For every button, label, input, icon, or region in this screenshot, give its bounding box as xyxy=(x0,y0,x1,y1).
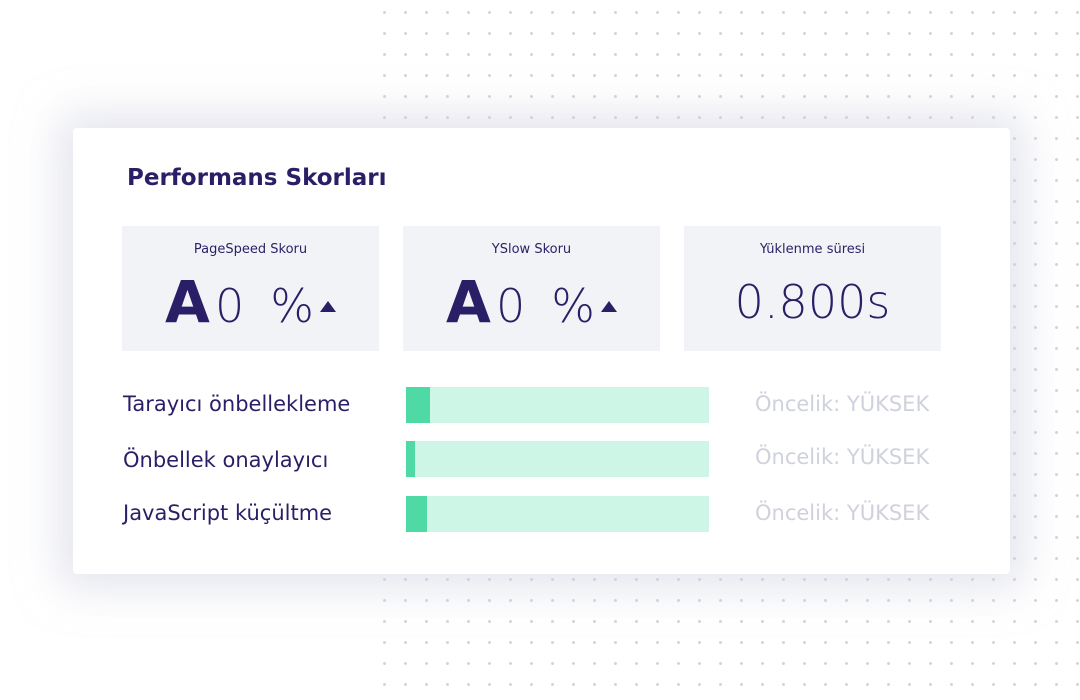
performance-scores-card: Performans Skorları PageSpeed Skoru A0% … xyxy=(73,128,1010,574)
rule-progress-bar-cache-validator xyxy=(406,441,709,477)
yslow-percent: 0 xyxy=(495,279,526,333)
rule-progress-bar-browser-caching xyxy=(406,387,709,423)
pagespeed-percent-sign: % xyxy=(270,279,314,333)
rule-label-cache-validator: Önbellek onaylayıcı xyxy=(123,448,329,472)
rule-label-browser-caching: Tarayıcı önbellekleme xyxy=(123,392,351,416)
rule-priority-js-minify: Öncelik: YÜKSEK xyxy=(755,501,930,525)
pagespeed-score-box: PageSpeed Skoru A0% xyxy=(122,226,379,351)
pagespeed-score-label: PageSpeed Skoru xyxy=(193,242,308,257)
yslow-grade: A xyxy=(446,268,492,336)
rule-label-js-minify: JavaScript küçültme xyxy=(123,501,333,525)
yslow-score-value: A0% xyxy=(403,270,660,334)
yslow-score-label: YSlow Skoru xyxy=(491,242,572,257)
card-title: Performans Skorları xyxy=(127,165,387,191)
rule-progress-fill xyxy=(406,387,431,423)
load-time-value: 0.800s xyxy=(684,270,941,334)
pagespeed-score-value: A0% xyxy=(122,270,379,334)
rule-progress-fill xyxy=(406,441,416,477)
load-time-box: Yüklenme süresi 0.800s xyxy=(684,226,941,351)
load-time-label: Yüklenme süresi xyxy=(759,242,866,257)
yslow-score-box: YSlow Skoru A0% xyxy=(403,226,660,351)
pagespeed-percent: 0 xyxy=(214,279,245,333)
triangle-up-icon xyxy=(600,301,617,312)
load-time-number: 0.800s xyxy=(734,275,891,329)
rule-priority-cache-validator: Öncelik: YÜKSEK xyxy=(755,445,930,469)
rule-progress-bar-js-minify xyxy=(406,496,709,532)
triangle-up-icon xyxy=(319,301,336,312)
rule-progress-fill xyxy=(406,496,428,532)
pagespeed-grade: A xyxy=(165,268,211,336)
rule-priority-browser-caching: Öncelik: YÜKSEK xyxy=(755,392,930,416)
yslow-percent-sign: % xyxy=(551,279,595,333)
